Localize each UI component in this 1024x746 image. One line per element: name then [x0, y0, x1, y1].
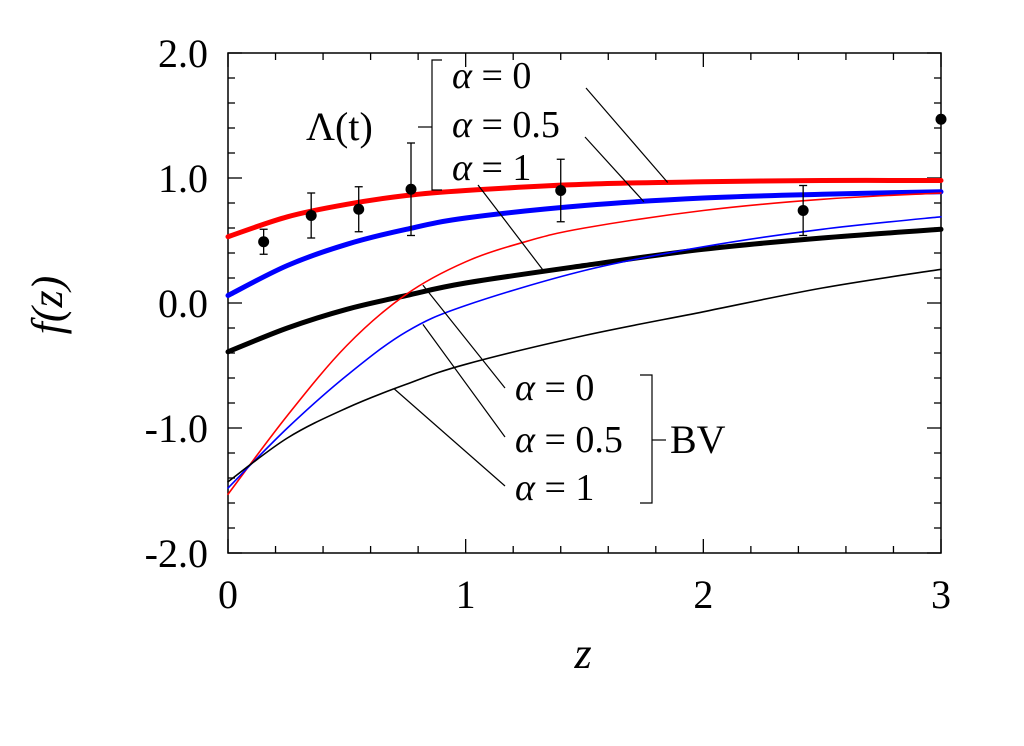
legend-entry-lambda-alpha-0.5: α = 0.5 — [452, 104, 560, 146]
observation-point — [258, 236, 270, 248]
y-tick-label: -2.0 — [145, 531, 208, 576]
x-axis-label: z — [573, 629, 591, 678]
leader-lambda-alpha-1 — [477, 184, 545, 272]
x-tick-label: 0 — [218, 572, 238, 617]
legend-symbol: α — [515, 419, 544, 461]
legend-value: = 1 — [481, 147, 531, 189]
legend-entry-bv-alpha-0: α = 0 — [515, 367, 594, 409]
series-lambda-alpha-1 — [225, 226, 944, 355]
observation-point — [935, 113, 947, 125]
series-bv-alpha-0.5 — [227, 216, 942, 489]
observation-point — [555, 185, 567, 196]
legend-entry-bv-alpha-0.5: α = 0.5 — [515, 419, 623, 461]
observation-point — [405, 183, 417, 195]
x-tick-label: 2 — [693, 572, 713, 617]
tick-labels: 0 1 2 3 -2.0 -1.0 0.0 1.0 2.0 — [145, 31, 951, 617]
legend-layer: Λ(t)α = 0α = 0.5α = 1α = 0α = 0.5α = 1BV — [306, 55, 726, 509]
legend-symbol: α — [452, 55, 481, 97]
legend-value: = 0.5 — [481, 104, 559, 146]
x-tick-label: 3 — [931, 572, 951, 617]
legend-value: = 0.5 — [544, 419, 622, 461]
legend-entry-lambda-alpha-0: α = 0 — [452, 55, 531, 97]
series-bv-alpha-0 — [227, 192, 942, 496]
series-bv-alpha-1 — [227, 268, 942, 483]
legend-value: = 0 — [481, 55, 531, 97]
series-lambda-alpha-0 — [225, 177, 944, 240]
y-axis-label: f(z) — [23, 276, 72, 335]
leader-bv-alpha-0 — [422, 284, 506, 389]
legend-entry-bv-alpha-1: α = 1 — [515, 467, 594, 509]
observation-point — [305, 210, 317, 221]
bv-bracket — [640, 374, 653, 504]
leader-lambda-alpha-0.5 — [584, 136, 645, 203]
y-tick-label: 0.0 — [158, 281, 208, 326]
leader-lambda-alpha-0 — [585, 87, 669, 183]
legend-symbol: α — [452, 147, 481, 189]
axis-ticks — [227, 52, 942, 554]
legend-symbol: α — [515, 367, 544, 409]
series-lambda-alpha-0.5 — [225, 189, 944, 298]
legend-symbol: α — [452, 104, 481, 146]
legend-group-label-lambda: Λ(t) — [306, 104, 373, 149]
x-tick-label: 1 — [456, 572, 476, 617]
legend-value: = 0 — [544, 367, 594, 409]
leader-bv-alpha-1 — [393, 388, 506, 487]
observation-point — [797, 205, 809, 216]
observations-layer — [258, 113, 947, 255]
legend-entry-lambda-alpha-1: α = 1 — [452, 147, 531, 189]
legend-symbol: α — [515, 467, 544, 509]
leader-bv-alpha-0.5 — [422, 324, 506, 438]
y-tick-label: -1.0 — [145, 406, 208, 451]
legend-group-label-bv: BV — [670, 417, 726, 462]
y-tick-label: 1.0 — [158, 156, 208, 201]
y-tick-label: 2.0 — [158, 31, 208, 76]
legend-value: = 1 — [544, 467, 594, 509]
lambda-bracket — [431, 59, 442, 191]
observation-point — [353, 203, 365, 215]
series-layer — [225, 177, 944, 496]
